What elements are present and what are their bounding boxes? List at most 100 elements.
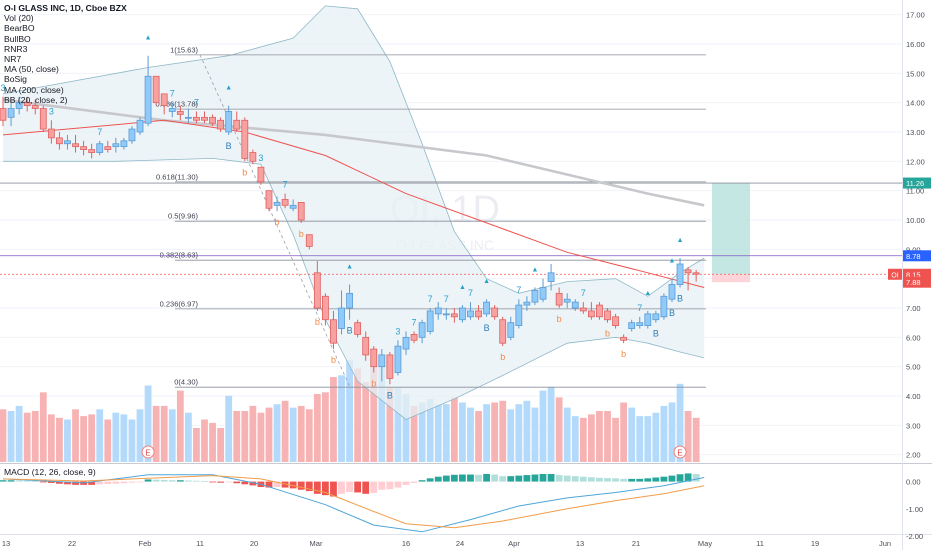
price-tag-text: 8.78	[906, 252, 921, 261]
volume-bar	[72, 409, 79, 462]
macd-histogram-bar	[160, 479, 168, 482]
volume-bar	[402, 394, 410, 462]
signal-marker: B	[484, 323, 490, 333]
volume-bar	[491, 402, 499, 462]
candle-body	[531, 289, 539, 303]
fib-level-label: 1(15.63)	[170, 45, 198, 54]
macd-histogram-bar	[39, 481, 47, 483]
signal-marker: ▲	[459, 284, 466, 291]
candle-body	[160, 93, 168, 107]
signal-marker: b	[371, 379, 376, 389]
volume-bar	[120, 414, 128, 462]
macd-histogram-bar	[209, 481, 216, 483]
macd-histogram-bar	[136, 481, 144, 483]
macd-histogram-bar	[636, 478, 644, 482]
macd-histogram-bar	[265, 481, 273, 488]
macd-tick-label: -2.00	[906, 532, 923, 541]
candle-body	[313, 272, 321, 309]
macd-histogram-bar	[233, 481, 241, 484]
study-bullbo[interactable]: BullBO	[4, 33, 31, 44]
time-axis[interactable]: 13 22 Feb 11 20 Mar 16 24 Apr 13 21 May 11 19 Jun	[2, 539, 891, 548]
price-tick-label: 17.00	[906, 11, 925, 20]
volume-bar	[313, 394, 321, 462]
macd-histogram-bar	[692, 473, 700, 482]
volume-bar	[507, 409, 515, 462]
signal-marker: B	[669, 308, 675, 318]
volume-bar	[434, 404, 442, 462]
macd-histogram-bar	[483, 473, 490, 482]
price-tick-label: 11.00	[906, 187, 924, 196]
ma200-line	[2, 98, 705, 207]
macd-histogram-bar	[128, 481, 136, 483]
macd-histogram-bar	[23, 480, 31, 482]
volume-bar	[652, 412, 660, 462]
signal-marker: B	[387, 390, 393, 400]
candle-body	[515, 304, 523, 327]
volume-bar	[144, 385, 152, 462]
macd-histogram-bar	[225, 481, 233, 483]
volume-bar	[475, 411, 482, 462]
macd-histogram-bar	[176, 480, 184, 482]
signal-marker: 7	[170, 89, 175, 99]
macd-histogram-bar	[15, 480, 23, 482]
time-tick-label: 11	[196, 539, 204, 548]
time-tick-label: Apr	[508, 539, 520, 548]
study-ma200[interactable]: MA (200, close)	[4, 84, 64, 95]
candle-body	[386, 354, 394, 379]
time-tick-label: Jun	[879, 539, 891, 548]
volume-bar	[378, 365, 386, 462]
candle-body	[193, 116, 200, 121]
study-bosig[interactable]: BoSig	[4, 74, 27, 85]
macd-histogram-bar	[305, 481, 313, 492]
candle-body	[426, 310, 434, 332]
macd-histogram-bar	[241, 481, 249, 485]
macd-histogram-bar	[378, 481, 386, 490]
study-nr7[interactable]: NR7	[4, 54, 22, 65]
volume-bar	[418, 402, 426, 462]
candle-body	[88, 149, 96, 153]
price-tick-label: 6.00	[906, 333, 921, 342]
macd-line	[2, 474, 705, 533]
time-tick-label: May	[698, 539, 712, 548]
volume-bar	[668, 402, 676, 462]
candle-body	[144, 75, 152, 124]
signal-marker: ▲	[483, 278, 490, 285]
volume-bar	[628, 407, 636, 462]
macd-histogram-bar	[652, 477, 660, 482]
price-labels: 11.26 8.78 OI 8.157.88	[888, 177, 931, 288]
moving-averages	[2, 98, 705, 288]
signal-marker: b	[605, 329, 610, 339]
study-ma50[interactable]: MA (50, close)	[4, 64, 59, 75]
candle-body	[281, 199, 289, 206]
candle-body	[289, 204, 297, 209]
macd-histogram-bar	[56, 481, 63, 484]
volume-bar	[0, 409, 7, 462]
long-position-tool[interactable]	[0, 182, 902, 283]
study-bearbo[interactable]: BearBO	[4, 23, 35, 34]
study-vol[interactable]: Vol (20)	[4, 13, 34, 24]
volume-bar	[64, 419, 71, 462]
symbol-title[interactable]: O-I GLASS INC, 1D, Cboe BZX	[4, 3, 127, 13]
study-bb[interactable]: BB (20, close, 2)	[4, 94, 68, 105]
macd-histogram-bar	[644, 478, 652, 482]
volume-bar	[330, 377, 337, 462]
time-tick-label: 24	[456, 539, 464, 548]
macd-legend[interactable]: MACD (12, 26, close, 9)	[4, 467, 96, 477]
candle-body	[152, 75, 160, 104]
macd-histogram-bar	[442, 475, 450, 482]
macd-histogram-bar	[434, 476, 442, 482]
candle-body	[660, 295, 668, 318]
volume-bar	[209, 422, 216, 462]
volume-bar	[596, 411, 603, 462]
macd-histogram-bar	[467, 474, 474, 482]
study-rnr3[interactable]: RNR3	[4, 43, 28, 54]
volume-bar	[555, 397, 563, 462]
candle-body	[507, 322, 515, 338]
fib-level-label: 0.786(13.78)	[155, 100, 198, 109]
volume-bar	[201, 419, 208, 462]
volume-bar	[193, 428, 200, 462]
macd-histogram-bar	[604, 478, 611, 482]
macd-histogram-bar	[168, 480, 176, 482]
position-stop-zone	[712, 274, 750, 283]
